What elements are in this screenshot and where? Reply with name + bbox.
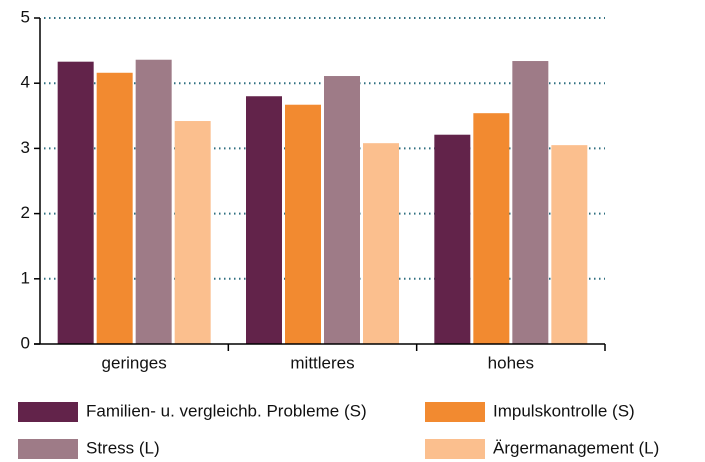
x-tick-label: mittleres [290,353,354,372]
bar [363,143,399,344]
bar [324,76,360,344]
legend-label: Familien- u. vergleichb. Probleme (S) [86,401,367,420]
bar [551,145,588,344]
legend-label: Ärgermanagement (L) [493,438,659,457]
legend-label: Stress (L) [86,438,160,457]
legend-swatch [425,402,485,422]
bar [473,113,510,344]
y-tick-label: 3 [21,138,30,157]
bar [434,134,471,344]
y-tick-label: 0 [21,333,30,352]
bar [57,61,94,345]
bar [174,121,211,345]
legend-label: Impulskontrolle (S) [493,401,635,420]
x-tick-label: hohes [488,353,534,372]
bar [285,104,321,344]
legend-swatch [425,439,485,459]
y-tick-label: 2 [21,203,30,222]
y-tick-label: 5 [21,7,30,26]
y-tick-label: 1 [21,268,30,287]
y-tick-label: 4 [21,73,30,92]
bar [96,72,133,344]
bar [512,61,549,344]
bar [246,96,282,345]
bar [135,59,172,345]
legend-swatch [18,402,78,422]
legend-swatch [18,439,78,459]
x-tick-label: geringes [102,353,167,372]
